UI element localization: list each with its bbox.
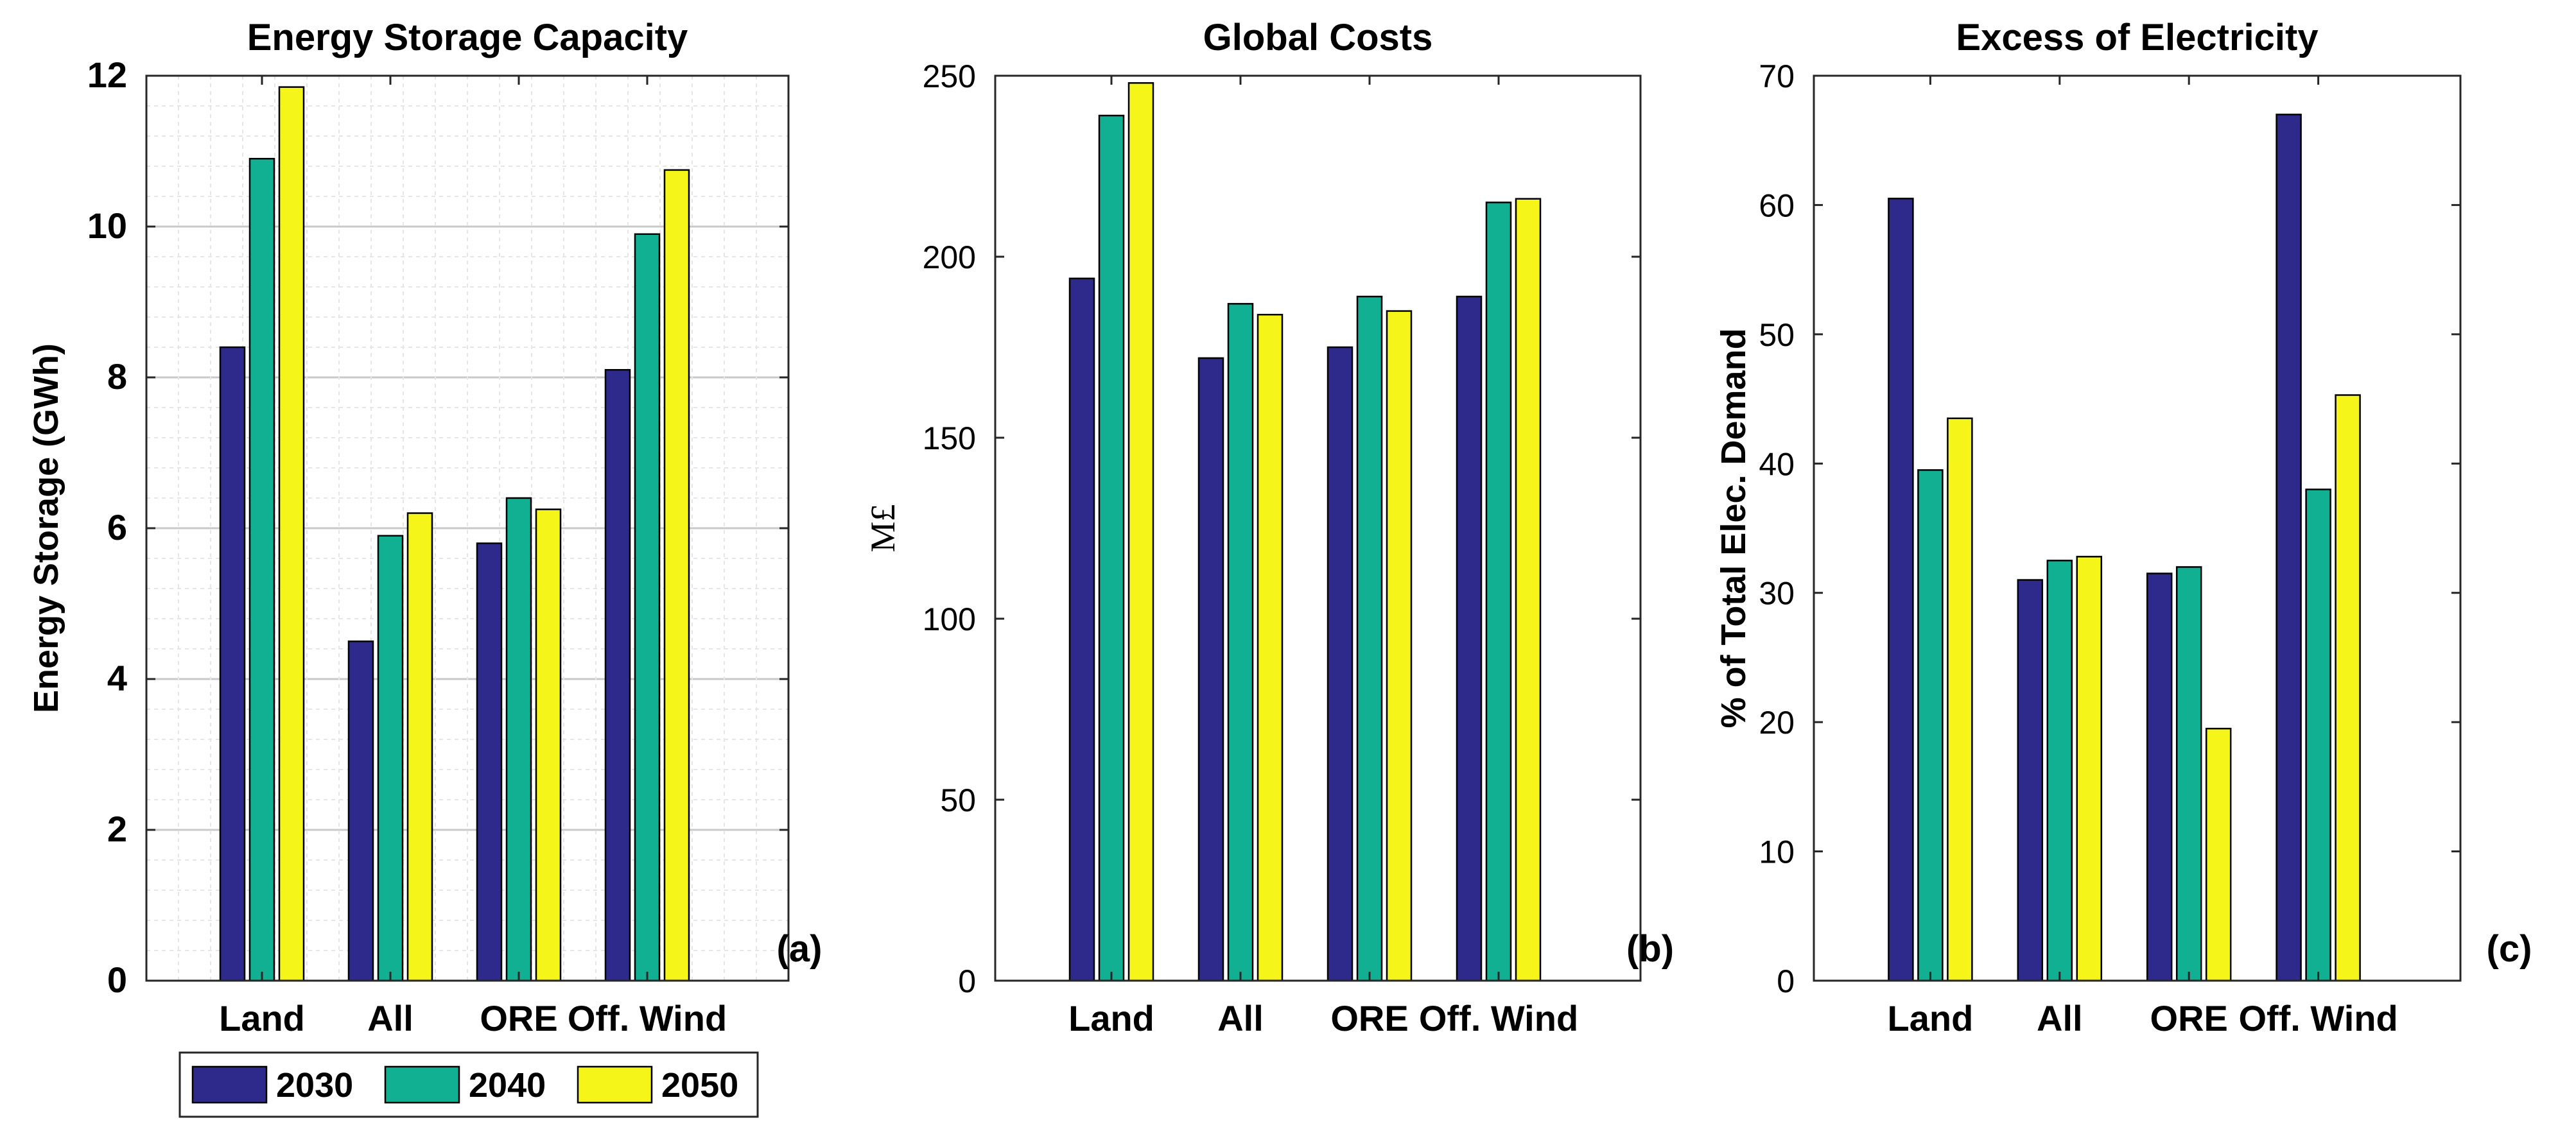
panel-tag: (a) xyxy=(777,928,822,970)
x-category-label: Land xyxy=(1888,998,1974,1038)
bar-2030-off-wind xyxy=(604,369,631,982)
y-tick-label: 0 xyxy=(107,960,127,1000)
bar-2030-all xyxy=(2017,579,2044,982)
bar-2030-all xyxy=(347,641,374,982)
y-tick-label: 30 xyxy=(1759,576,1795,612)
x-category-label: Off. Wind xyxy=(2238,998,2398,1038)
bar-2040-off-wind xyxy=(2305,488,2331,982)
axes-box xyxy=(994,74,1642,982)
y-tick-label: 4 xyxy=(107,658,127,698)
legend-box xyxy=(178,1051,759,1118)
bar-2050-off-wind xyxy=(1515,198,1542,982)
y-tick-label: 10 xyxy=(87,205,127,246)
bar-2040-off-wind xyxy=(634,233,661,982)
bar-2030-ore xyxy=(1327,346,1353,982)
legend-swatch-2030 xyxy=(191,1065,268,1104)
panel-tag: (b) xyxy=(1626,928,1674,970)
legend-swatch-2050 xyxy=(577,1065,653,1104)
y-tick-label: 250 xyxy=(923,58,976,94)
x-category-label: Land xyxy=(219,998,305,1038)
y-tick-label: 8 xyxy=(107,356,127,397)
y-tick-label: 40 xyxy=(1759,446,1795,482)
x-category-label: Off. Wind xyxy=(568,998,727,1038)
bar-2050-land xyxy=(278,86,305,982)
legend-label-2030: 2030 xyxy=(276,1066,353,1105)
legend-label-2050: 2050 xyxy=(661,1066,738,1105)
y-tick-label: 0 xyxy=(958,963,976,999)
bar-2030-land xyxy=(1068,277,1095,982)
bar-2050-off-wind xyxy=(663,169,690,982)
y-tick-label: 50 xyxy=(940,782,976,818)
bar-2050-ore xyxy=(2205,727,2232,982)
y-tick-label: 70 xyxy=(1759,58,1795,94)
bar-2030-land xyxy=(1888,198,1914,982)
bar-2050-land xyxy=(1127,82,1154,982)
bar-2050-all xyxy=(1257,313,1284,982)
panel-global-costs: 0 50 100 150 200 250 Land All ORE Off. Wind Global… xyxy=(864,17,1674,1038)
bar-2030-ore xyxy=(2146,572,2173,982)
y-axis-label: % of Total Elec. Demand xyxy=(1714,328,1753,728)
bar-2030-all xyxy=(1197,357,1224,982)
bar-2040-ore xyxy=(1356,295,1383,982)
y-tick-label: 10 xyxy=(1759,834,1795,870)
x-category-label: All xyxy=(1217,998,1264,1038)
bar-2040-all xyxy=(2046,560,2073,982)
y-tick-label: 100 xyxy=(923,601,976,637)
bar-2050-ore xyxy=(535,508,562,982)
y-tick-label: 150 xyxy=(923,420,976,456)
bar-2030-off-wind xyxy=(2276,114,2302,982)
bar-2040-all xyxy=(377,535,404,982)
bar-2050-ore xyxy=(1386,310,1413,982)
y-axis-label: M£ xyxy=(864,504,902,552)
x-category-label: ORE xyxy=(480,998,557,1038)
y-tick-label: 12 xyxy=(87,55,127,95)
y-tick-label: 50 xyxy=(1759,317,1795,353)
panel-tag: (c) xyxy=(2487,928,2532,970)
bar-2040-ore xyxy=(505,497,532,982)
bar-2030-off-wind xyxy=(1456,295,1483,982)
chart-title: Global Costs xyxy=(1203,17,1433,58)
y-tick-label: 20 xyxy=(1759,705,1795,741)
bar-2040-off-wind xyxy=(1485,202,1512,982)
bar-2050-all xyxy=(406,512,433,982)
bar-2050-land xyxy=(1947,417,1973,982)
legend: 2030 2040 2050 xyxy=(178,1051,759,1118)
bar-2040-ore xyxy=(2175,566,2202,982)
y-tick-label: 200 xyxy=(923,239,976,275)
x-category-label: ORE xyxy=(2150,998,2228,1038)
y-axis-label: Energy Storage (GWh) xyxy=(27,343,65,713)
y-tick-label: 0 xyxy=(1777,963,1795,999)
axes-box xyxy=(1813,74,2462,982)
bar-2030-ore xyxy=(476,542,503,982)
bar-2040-land xyxy=(1098,114,1125,982)
panel-energy-storage: 0 2 4 6 8 10 12 Land All ORE Off. Wind Energy Stora… xyxy=(27,17,822,1038)
x-category-label: Off. Wind xyxy=(1419,998,1578,1038)
bar-2050-all xyxy=(2076,556,2103,982)
panel-excess-electricity: 0 10 20 30 40 50 60 70 Land All ORE Off. Wind Excess… xyxy=(1714,17,2532,1038)
chart-title: Excess of Electricity xyxy=(1956,17,2318,58)
bar-2050-off-wind xyxy=(2335,394,2361,982)
x-category-label: ORE xyxy=(1330,998,1408,1038)
x-category-label: All xyxy=(367,998,413,1038)
y-tick-label: 60 xyxy=(1759,187,1795,223)
bar-2040-land xyxy=(248,158,275,982)
legend-label-2040: 2040 xyxy=(469,1066,546,1105)
bar-2040-all xyxy=(1227,303,1254,982)
x-category-label: All xyxy=(2037,998,2083,1038)
chart-title: Energy Storage Capacity xyxy=(247,17,688,58)
bar-2040-land xyxy=(1917,469,1944,982)
y-tick-label: 6 xyxy=(107,507,127,547)
x-category-label: Land xyxy=(1068,998,1154,1038)
y-tick-label: 2 xyxy=(107,809,127,849)
legend-swatch-2040 xyxy=(384,1065,460,1104)
bar-2030-land xyxy=(219,346,246,982)
